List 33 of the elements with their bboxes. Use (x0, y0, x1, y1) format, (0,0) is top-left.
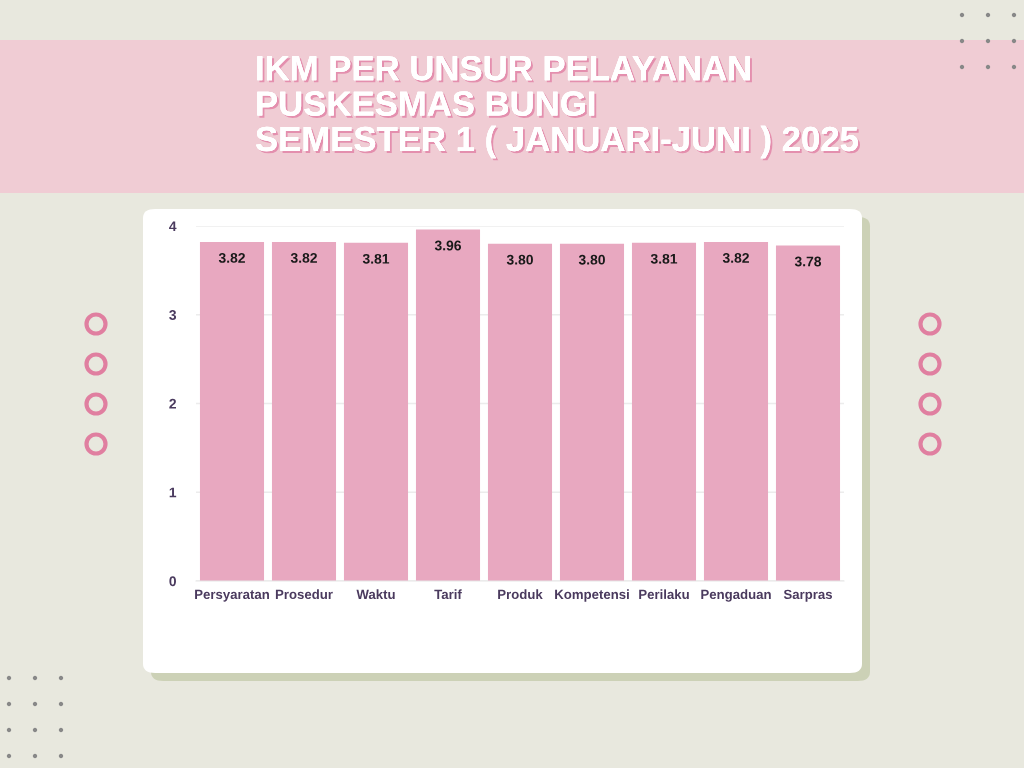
bar (199, 241, 265, 581)
data-label: 3.96 (434, 240, 462, 251)
x-tick-label: Tarif (434, 589, 462, 600)
data-label: 3.82 (218, 253, 245, 263)
y-tick-label: 1 (169, 487, 177, 498)
data-label: 3.81 (362, 253, 390, 264)
bar (343, 242, 409, 581)
data-label: 3.80 (506, 254, 533, 265)
bar (775, 245, 841, 581)
bar (271, 241, 337, 581)
bar (559, 243, 625, 581)
data-label: 3.81 (650, 253, 678, 264)
x-tick-label: Perilaku (639, 589, 689, 600)
data-label: 3.82 (290, 253, 317, 263)
bar (703, 241, 769, 581)
x-tick-label: Waktu (356, 589, 395, 600)
x-tick-label: Prosedur (275, 589, 333, 600)
bar (487, 243, 553, 581)
y-tick-label: 4 (169, 221, 177, 232)
x-tick-label: Kompetensi (555, 589, 629, 602)
data-label: 3.80 (578, 254, 605, 265)
data-label: 3.82 (722, 253, 749, 263)
x-tick-label: Sarpras (783, 589, 833, 602)
chart-title: IKM PER UNSUR PELAYANAN PUSKESMAS BUNGI SEMESTER 1 ( JANUARI-JUNI ) 2025 (256, 55, 861, 161)
x-tick-label: Pengaduan (701, 589, 771, 602)
y-tick-label: 2 (169, 398, 176, 409)
y-tick-label: 0 (169, 576, 176, 587)
data-label: 3.78 (794, 256, 822, 267)
y-tick-label: 3 (169, 310, 177, 320)
bar (631, 242, 697, 581)
x-tick-label: Persyaratan (195, 589, 269, 602)
x-tick-label: Produk (498, 589, 543, 600)
bar (415, 229, 481, 581)
